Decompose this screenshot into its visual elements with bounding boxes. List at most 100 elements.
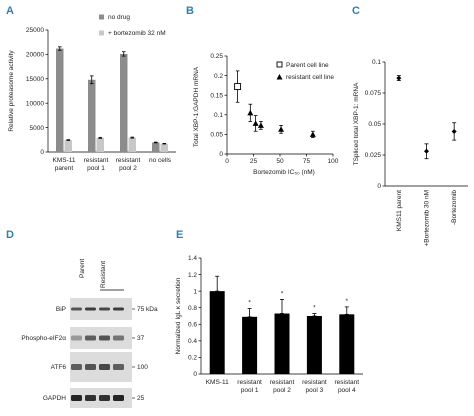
y-tick-label: 0.05 <box>210 132 223 139</box>
panel-b-chart: 0 0.05 0.1 0.15 0.2 0.25 0 25 50 75 100 Bortezomib … <box>193 53 339 176</box>
blot-band <box>113 395 124 401</box>
x-tick-label: 50 <box>276 158 284 165</box>
bar-bortezomib <box>96 137 104 152</box>
blot-size-marker: 37 <box>137 335 145 342</box>
y-tick-label: 25000 <box>26 27 44 34</box>
significance-star: * <box>313 305 316 312</box>
blot-band <box>113 307 124 311</box>
panel-letter-d: D <box>6 229 14 241</box>
x-tick-label: resistant <box>237 379 262 386</box>
x-tick-label: resistant <box>335 379 360 386</box>
point-resistant <box>278 126 285 132</box>
y-tick-label: 1.2 <box>188 272 197 279</box>
significance-star: * <box>281 290 284 297</box>
y-tick-label: 0.8 <box>188 305 197 312</box>
y-tick-label: 0 <box>40 149 44 156</box>
x-tick-label: resistant <box>116 157 141 164</box>
panel-a-chart: 0 5000 10000 15000 20000 25000 Relative protea… <box>8 14 176 172</box>
y-tick-label: 0.2 <box>188 355 197 362</box>
y-tick-label: 0 <box>219 151 223 158</box>
significance-star: * <box>346 298 349 305</box>
y-tick-label: 0.025 <box>365 152 382 159</box>
bar-secretion <box>242 316 258 374</box>
x-tick-label: pool 2 <box>119 165 137 172</box>
x-tick-label: KMS-11 <box>206 379 229 386</box>
y-tick-label: 0.6 <box>188 321 197 328</box>
y-tick-label: 0 <box>377 183 381 190</box>
bar-bortezomib <box>160 143 168 152</box>
panel-c-chart: 0 0.025 0.05 0.075 0.1 TSpliced total XBP-1: … <box>353 59 468 247</box>
y-tick-label: 0.05 <box>368 121 381 128</box>
blot-row-label: Phospho-eIF2α <box>21 335 66 342</box>
blot-band <box>113 335 124 341</box>
blot-band <box>85 335 96 341</box>
bar-no-drug <box>120 53 128 152</box>
blot-band <box>99 395 110 401</box>
point-resistant <box>252 120 259 126</box>
x-axis-label: Bortezomib IC₅₀ (nM) <box>253 169 315 176</box>
bar-bortezomib <box>64 140 72 152</box>
legend-label: Parent cell line <box>286 62 329 69</box>
blot-row-label: ATF6 <box>51 364 67 371</box>
blot-band <box>85 307 96 311</box>
legend-swatch <box>99 14 104 20</box>
y-tick-label: 20000 <box>26 52 44 59</box>
y-tick-label: 0.1 <box>214 112 223 119</box>
y-axis-label: Relative proteasome activity <box>8 50 15 132</box>
bar-no-drug <box>56 48 64 152</box>
blot-band <box>113 364 124 370</box>
blot-band <box>99 364 110 370</box>
panel-d-blot: Parent Resistant BiP 75 kDa Phospho-eIF2α 37 A… <box>21 259 158 408</box>
x-tick-label: 0 <box>225 158 229 165</box>
x-tick-label: 25 <box>250 158 258 165</box>
lane-label-resistant: Resistant <box>100 261 107 288</box>
blot-band <box>99 307 110 311</box>
y-tick-label: 0.4 <box>188 338 197 345</box>
legend-label: + bortezomib 32 nM <box>108 30 166 37</box>
y-tick-label: 1.4 <box>188 255 197 262</box>
y-tick-label: 1 <box>193 288 197 295</box>
point-marker <box>396 75 402 81</box>
blot-row-label: GAPDH <box>43 395 66 402</box>
bar-no-drug <box>152 142 160 152</box>
blot-size-marker: 25 <box>137 395 145 402</box>
x-tick-label: pool 2 <box>273 387 291 394</box>
x-tick-label: -Bortezomib <box>451 190 458 225</box>
x-tick-label: pool 4 <box>338 387 356 394</box>
bar-no-drug <box>88 79 96 152</box>
x-tick-label: 100 <box>328 158 339 165</box>
blot-band <box>99 335 110 341</box>
point-resistant <box>247 109 254 116</box>
y-tick-label: 5000 <box>30 125 45 132</box>
legend-swatch <box>99 30 104 36</box>
legend-triangle <box>276 74 283 80</box>
blot-band <box>85 395 96 401</box>
blot-size-marker: 75 kDa <box>137 306 158 313</box>
y-tick-label: 0.15 <box>210 92 223 99</box>
legend-label: no drug <box>108 14 130 21</box>
point-marker <box>451 128 457 134</box>
bar-bortezomib <box>128 137 136 152</box>
y-tick-label: 0.2 <box>214 73 223 80</box>
panel-letter-b: B <box>186 5 194 17</box>
blot-row-label: BiP <box>56 306 66 313</box>
x-tick-label: parent <box>55 165 74 172</box>
x-tick-label: resistant <box>84 157 109 164</box>
x-tick-label: +Bortezomib 30 nM <box>424 190 431 247</box>
point-parent <box>234 83 242 91</box>
y-tick-label: 0.25 <box>210 53 223 60</box>
panel-e-chart: 0 0.2 0.4 0.6 0.8 1 1.2 1.4 Normalized IgL κ sec… <box>175 255 363 394</box>
x-tick-label: 75 <box>303 158 311 165</box>
bar-secretion <box>339 314 355 374</box>
bar-secretion <box>209 291 225 374</box>
y-tick-label: 0.075 <box>365 90 382 97</box>
blot-band <box>71 335 82 341</box>
blot-band <box>71 364 82 370</box>
x-tick-label: KMS11 parent <box>396 190 403 231</box>
y-tick-label: 15000 <box>26 76 44 83</box>
point-resistant <box>257 122 264 128</box>
panel-letter-c: C <box>352 5 360 17</box>
y-axis-label: TSpliced total XBP-1: mRNA <box>353 82 360 165</box>
y-tick-label: 10000 <box>26 100 44 107</box>
